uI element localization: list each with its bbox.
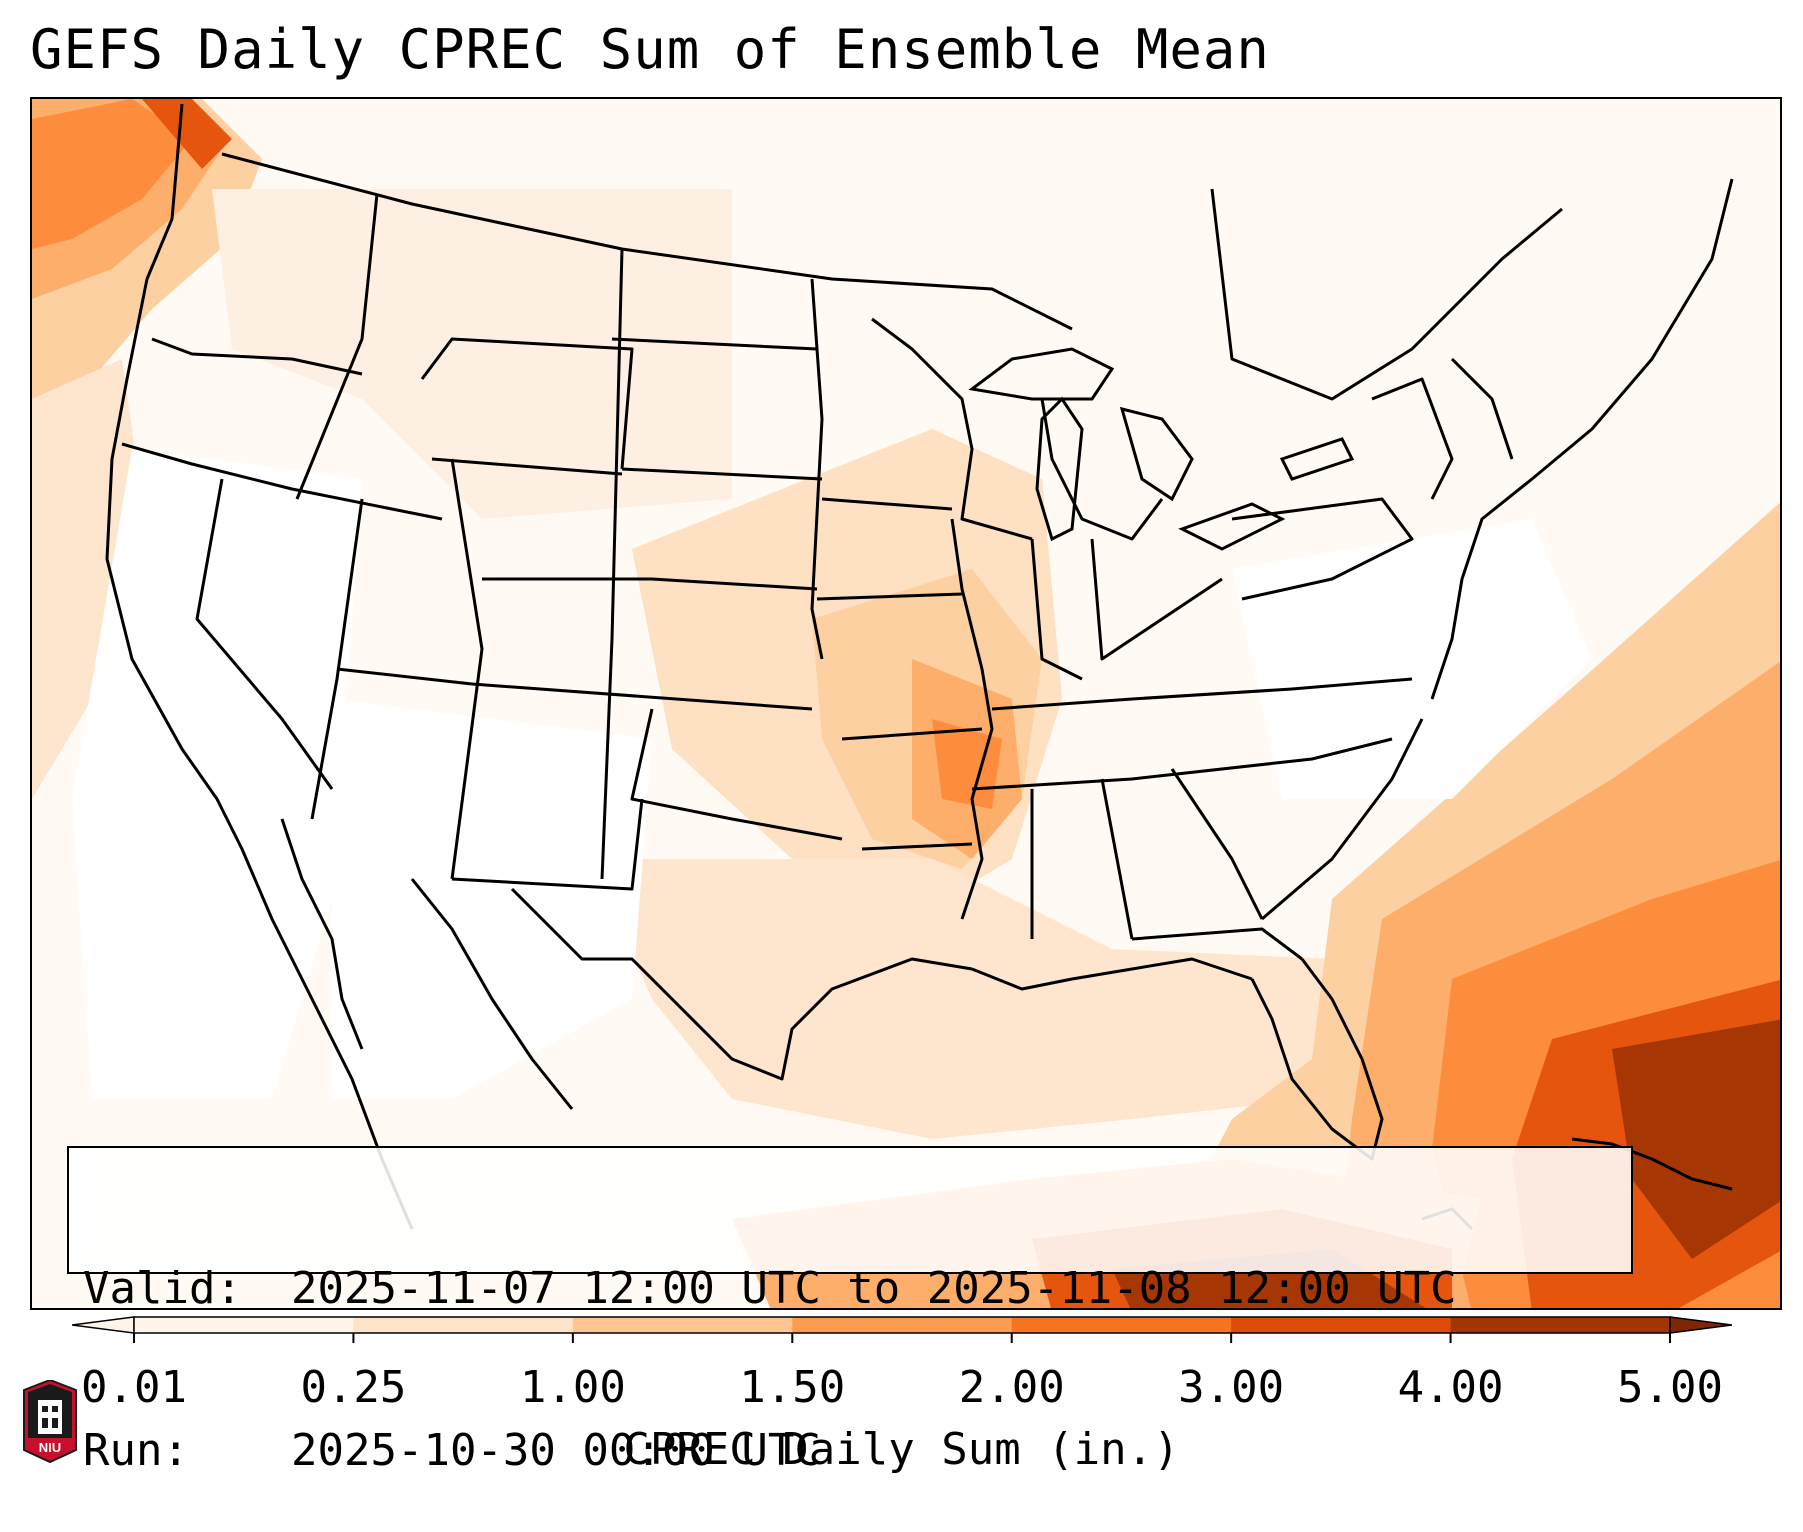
colorbar-tick-label: 2.00 (958, 1362, 1065, 1413)
colorbar-tick-label: 3.00 (1178, 1362, 1285, 1413)
colorbar-over-arrow (1669, 1316, 1732, 1334)
colorbar-outline (133, 1316, 1671, 1334)
precipitation-map (30, 97, 1782, 1310)
colorbar-tick-label: 0.01 (81, 1362, 187, 1413)
run-label: Run: (83, 1425, 189, 1476)
colorbar (72, 1316, 1732, 1343)
colorbar-segment (134, 1317, 354, 1333)
colorbar-under-arrow (72, 1316, 135, 1334)
niu-logo: NIU (23, 1380, 77, 1464)
valid-run-info-box: Valid: 2025-11-07 12:00 UTC to 2025-11-08… (67, 1146, 1633, 1476)
niu-logo-text: NIU (39, 1440, 61, 1455)
colorbar-tick-label: 1.50 (739, 1362, 846, 1413)
precip-field (32, 99, 1780, 1308)
chart-title: GEFS Daily CPREC Sum of Ensemble Mean (30, 18, 1270, 81)
colorbar-segments (72, 1316, 1732, 1334)
colorbar-ticks (133, 1333, 1671, 1343)
colorbar-segment (1450, 1317, 1671, 1333)
map-canvas (32, 99, 1780, 1308)
colorbar-tick-label: 4.00 (1397, 1362, 1504, 1413)
valid-label: Valid: (83, 1263, 242, 1314)
colorbar-segment (353, 1317, 574, 1333)
colorbar-segment (792, 1317, 1013, 1333)
colorbar-tick-label: 5.00 (1617, 1362, 1723, 1413)
state-boundaries (105, 103, 1734, 1230)
colorbar-tick-label: 1.00 (519, 1362, 626, 1413)
colorbar-segment (1231, 1317, 1452, 1333)
run-value: 2025-10-30 00:00 UTC (291, 1425, 821, 1476)
great-lakes (968, 347, 1355, 551)
valid-value: 2025-11-07 12:00 UTC to 2025-11-08 12:00… (291, 1263, 1457, 1314)
colorbar-segment (572, 1317, 793, 1333)
colorbar-segment (1011, 1317, 1232, 1333)
colorbar-label: CPREC Daily Sum (in.) (623, 1424, 1180, 1475)
colorbar-tick-label: 0.25 (300, 1362, 407, 1413)
